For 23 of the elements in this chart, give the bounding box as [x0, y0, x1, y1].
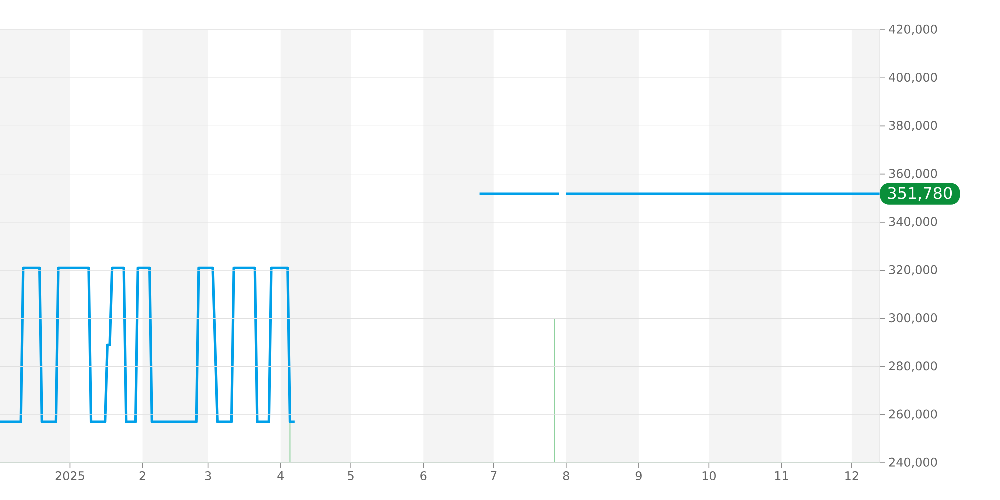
x-tick-label: 8: [563, 472, 570, 481]
y-tick-label: 360,000: [889, 169, 938, 180]
y-tick-label: 320,000: [889, 265, 938, 276]
x-tick-label: 5: [348, 472, 354, 480]
x-tick-label: 9: [636, 472, 642, 481]
y-tick-label: 340,000: [889, 217, 938, 228]
x-tick-label: 6: [420, 472, 427, 481]
y-tick-label: 400,000: [889, 72, 938, 84]
y-tick-label: 300,000: [889, 314, 938, 324]
y-tick-label: 380,000: [889, 121, 938, 132]
x-tick-label: 3: [205, 472, 212, 481]
y-tick-label: 260,000: [889, 410, 938, 420]
x-tick-label: 2: [140, 472, 146, 480]
x-tick-label: 2025: [56, 472, 84, 481]
x-tick-label: 10: [702, 472, 716, 481]
x-tick-label: 4: [278, 472, 284, 480]
y-tick-label: 280,000: [889, 362, 938, 372]
x-tick-label: 12: [846, 472, 858, 480]
x-tick-label: 7: [491, 472, 497, 480]
y-tick-label: 240,000: [889, 458, 938, 468]
y-tick-label: 420,000: [889, 24, 938, 36]
annotation: 351,780: [888, 187, 952, 201]
x-tick-label: 11: [775, 472, 788, 480]
